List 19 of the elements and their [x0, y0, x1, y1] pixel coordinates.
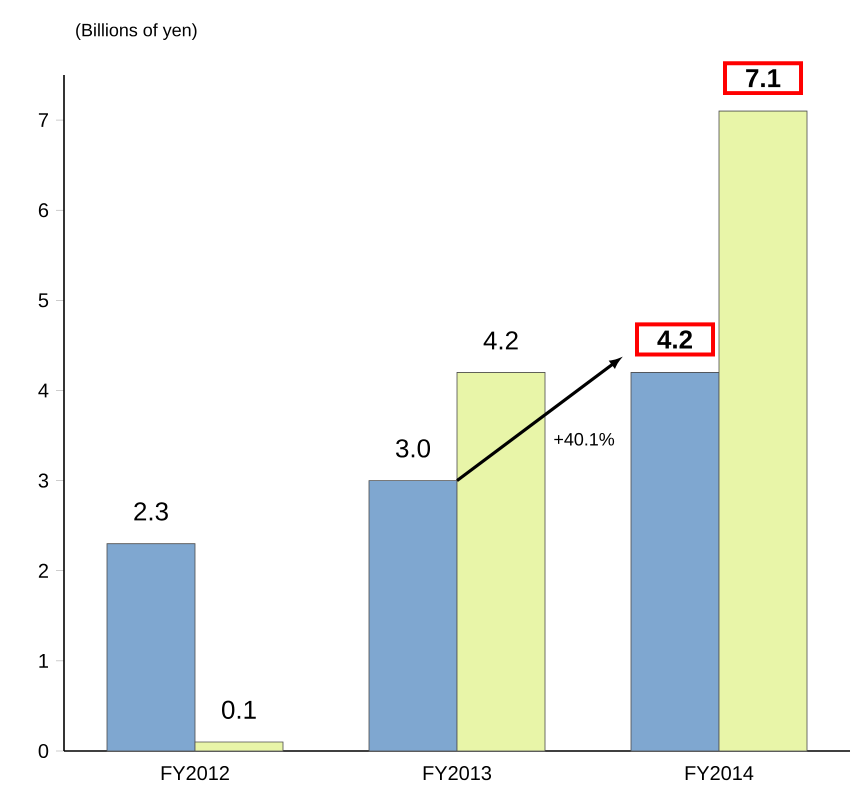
x-tick-label: FY2014 [686, 766, 754, 780]
data-label: 2.3 [134, 502, 168, 521]
y-tick-label: 3 [38, 474, 48, 488]
y-tick-label: 1 [39, 654, 48, 668]
y-axis-title: (Billions of yen) [76, 23, 196, 40]
y-tick-label: 4 [38, 384, 48, 398]
data-label: 3.0 [396, 439, 430, 458]
data-label: 0.1 [222, 700, 256, 719]
data-label: 4.2 [484, 331, 518, 350]
y-tick-label: 0 [38, 744, 48, 758]
x-tick-label: FY2012 [162, 766, 229, 780]
x-tick-label: FY2013 [424, 766, 492, 780]
data-label: 4.2 [657, 330, 692, 348]
y-tick-label: 2 [38, 564, 48, 578]
annotation: +40.1% [554, 432, 614, 446]
y-tick-label: 6 [38, 203, 48, 218]
y-tick-label: 7 [38, 113, 48, 127]
y-tick-label: 5 [38, 293, 48, 308]
data-label: 7.1 [746, 69, 780, 88]
